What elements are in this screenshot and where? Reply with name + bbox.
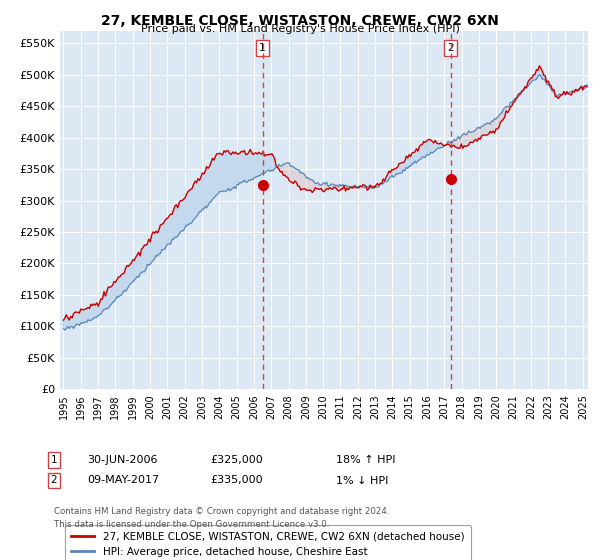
Text: £325,000: £325,000	[210, 455, 263, 465]
Legend: 27, KEMBLE CLOSE, WISTASTON, CREWE, CW2 6XN (detached house), HPI: Average price: 27, KEMBLE CLOSE, WISTASTON, CREWE, CW2 …	[65, 525, 470, 560]
Text: Price paid vs. HM Land Registry's House Price Index (HPI): Price paid vs. HM Land Registry's House …	[140, 24, 460, 34]
Text: 1% ↓ HPI: 1% ↓ HPI	[336, 475, 388, 486]
Text: Contains HM Land Registry data © Crown copyright and database right 2024.: Contains HM Land Registry data © Crown c…	[54, 507, 389, 516]
Text: 09-MAY-2017: 09-MAY-2017	[87, 475, 159, 486]
Text: This data is licensed under the Open Government Licence v3.0.: This data is licensed under the Open Gov…	[54, 520, 329, 529]
Text: 18% ↑ HPI: 18% ↑ HPI	[336, 455, 395, 465]
Text: 1: 1	[50, 455, 58, 465]
Text: 30-JUN-2006: 30-JUN-2006	[87, 455, 157, 465]
Text: 2: 2	[447, 43, 454, 53]
Text: 27, KEMBLE CLOSE, WISTASTON, CREWE, CW2 6XN: 27, KEMBLE CLOSE, WISTASTON, CREWE, CW2 …	[101, 14, 499, 28]
Text: 2: 2	[50, 475, 58, 486]
Text: 1: 1	[259, 43, 266, 53]
Text: £335,000: £335,000	[210, 475, 263, 486]
